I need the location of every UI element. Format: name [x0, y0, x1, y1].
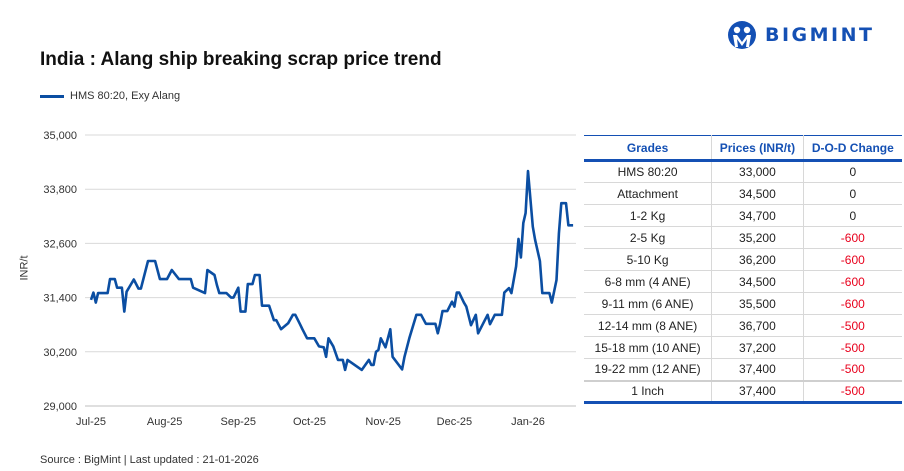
change-cell: 0 [802, 204, 902, 227]
table-row: 9-11 mm (6 ANE) 35,500 -600 [584, 292, 902, 315]
price-cell: 34,500 [711, 182, 804, 205]
table-row: HMS 80:20 33,000 0 [584, 160, 902, 183]
table-row: 19-22 mm (12 ANE) 37,400 -500 [584, 358, 902, 381]
legend-line-swatch [40, 94, 64, 98]
y-tick-label: 30,200 [43, 347, 77, 359]
change-cell: -600 [802, 270, 902, 293]
price-cell: 36,200 [711, 248, 804, 271]
grade-cell: 6-8 mm (4 ANE) [584, 270, 712, 293]
grade-cell: Attachment [584, 182, 712, 205]
price-cell: 37,400 [711, 358, 804, 381]
chart-title: India : Alang ship breaking scrap price … [40, 49, 442, 70]
x-tick-label: Sep-25 [221, 416, 256, 428]
bigmint-logo-icon [728, 21, 756, 49]
grade-cell: 5-10 Kg [584, 248, 712, 271]
table-row: 1-2 Kg 34,700 0 [584, 204, 902, 227]
bigmint-logo: BIGMINT [727, 20, 875, 50]
change-cell: -600 [802, 226, 902, 249]
y-tick-label: 29,000 [43, 401, 77, 413]
grade-cell: 19-22 mm (12 ANE) [584, 358, 712, 381]
logo-text: BIGMINT [765, 24, 875, 46]
change-cell: 0 [802, 160, 902, 183]
x-tick-label: Jul-25 [76, 416, 106, 428]
x-tick-label: Dec-25 [437, 416, 472, 428]
table-row: 12-14 mm (8 ANE) 36,700 -500 [584, 314, 902, 337]
price-table: Grades Prices (INR/t) D-O-D Change HMS 80:… [584, 135, 902, 404]
table-header-row: Grades Prices (INR/t) D-O-D Change [584, 135, 902, 162]
grade-cell: 1 Inch [584, 379, 712, 403]
price-cell: 34,700 [711, 204, 804, 227]
change-cell: -500 [802, 358, 902, 381]
table-row: 6-8 mm (4 ANE) 34,500 -600 [584, 270, 902, 293]
x-tick-label: Oct-25 [293, 416, 326, 428]
y-tick-label: 33,800 [43, 184, 77, 196]
table-row: 5-10 Kg 36,200 -600 [584, 248, 902, 271]
price-cell: 33,000 [711, 160, 804, 183]
price-cell: 34,500 [711, 270, 804, 293]
change-cell: -600 [802, 248, 902, 271]
price-cell: 37,400 [711, 379, 804, 403]
grade-cell: HMS 80:20 [584, 160, 712, 183]
table-row: 15-18 mm (10 ANE) 37,200 -500 [584, 336, 902, 359]
x-tick-label: Nov-25 [365, 416, 400, 428]
column-header: D-O-D Change [802, 135, 902, 162]
table-row: 2-5 Kg 35,200 -600 [584, 226, 902, 249]
price-cell: 35,500 [711, 292, 804, 315]
change-cell: 0 [802, 182, 902, 205]
grade-cell: 1-2 Kg [584, 204, 712, 227]
grade-cell: 15-18 mm (10 ANE) [584, 336, 712, 359]
change-cell: -500 [802, 379, 902, 403]
column-header: Prices (INR/t) [711, 135, 804, 162]
legend: HMS 80:20, Exy Alang [40, 90, 180, 102]
legend-label: HMS 80:20, Exy Alang [70, 90, 181, 102]
grade-cell: 9-11 mm (6 ANE) [584, 292, 712, 315]
grade-cell: 12-14 mm (8 ANE) [584, 314, 712, 337]
change-cell: -500 [802, 314, 902, 337]
x-tick-label: Aug-25 [147, 416, 182, 428]
y-tick-label: 35,000 [43, 130, 77, 142]
table-row: 1 Inch 37,400 -500 [584, 379, 902, 403]
price-cell: 36,700 [711, 314, 804, 337]
price-cell: 37,200 [711, 336, 804, 359]
table-row: Attachment 34,500 0 [584, 182, 902, 205]
change-cell: -500 [802, 336, 902, 359]
y-tick-label: 31,400 [43, 293, 77, 305]
change-cell: -600 [802, 292, 902, 315]
column-header: Grades [584, 135, 712, 162]
y-tick-label: 32,600 [43, 238, 77, 250]
price-cell: 35,200 [711, 226, 804, 249]
grade-cell: 2-5 Kg [584, 226, 712, 249]
source-note: Source : BigMint | Last updated : 21-01-… [40, 454, 259, 466]
x-tick-label: Jan-26 [511, 416, 545, 428]
series-line-hms-80-20 [89, 169, 574, 372]
